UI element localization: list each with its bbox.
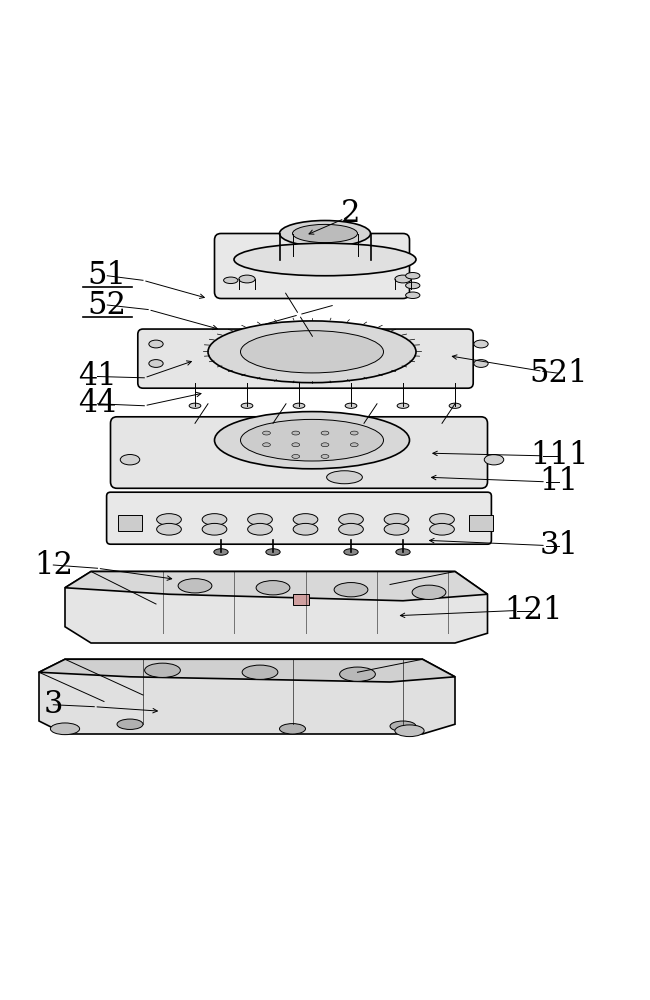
FancyBboxPatch shape <box>138 329 473 388</box>
Text: 51: 51 <box>88 260 127 291</box>
Ellipse shape <box>292 443 300 447</box>
Ellipse shape <box>214 549 228 555</box>
Ellipse shape <box>449 403 461 408</box>
Ellipse shape <box>224 277 238 284</box>
FancyArrowPatch shape <box>266 315 296 324</box>
FancyBboxPatch shape <box>107 492 491 544</box>
Ellipse shape <box>242 665 278 679</box>
Ellipse shape <box>280 724 306 734</box>
Ellipse shape <box>214 412 410 469</box>
Ellipse shape <box>202 523 227 535</box>
Polygon shape <box>39 659 455 734</box>
Ellipse shape <box>263 443 270 447</box>
Ellipse shape <box>321 454 329 458</box>
Ellipse shape <box>474 360 488 367</box>
Text: 41: 41 <box>78 361 117 392</box>
FancyArrowPatch shape <box>302 306 332 314</box>
Ellipse shape <box>474 340 488 348</box>
Ellipse shape <box>406 282 420 289</box>
Ellipse shape <box>484 454 504 465</box>
Ellipse shape <box>234 243 416 276</box>
Ellipse shape <box>51 723 79 735</box>
FancyBboxPatch shape <box>111 417 488 488</box>
Polygon shape <box>65 571 488 601</box>
Ellipse shape <box>326 471 363 484</box>
Ellipse shape <box>266 549 280 555</box>
Text: 31: 31 <box>540 530 578 561</box>
Ellipse shape <box>144 663 181 677</box>
Ellipse shape <box>157 514 181 525</box>
Ellipse shape <box>256 581 290 595</box>
FancyBboxPatch shape <box>469 515 493 531</box>
Text: 12: 12 <box>34 549 73 580</box>
Ellipse shape <box>293 523 318 535</box>
Ellipse shape <box>339 523 363 535</box>
Ellipse shape <box>321 431 329 435</box>
FancyBboxPatch shape <box>214 233 410 298</box>
Ellipse shape <box>263 431 270 435</box>
Ellipse shape <box>321 443 329 447</box>
Polygon shape <box>65 571 488 643</box>
Ellipse shape <box>157 523 181 535</box>
Ellipse shape <box>292 224 358 243</box>
Ellipse shape <box>390 721 416 731</box>
Ellipse shape <box>240 419 384 461</box>
Ellipse shape <box>345 403 357 408</box>
FancyBboxPatch shape <box>118 515 142 531</box>
Ellipse shape <box>344 549 358 555</box>
Ellipse shape <box>384 514 409 525</box>
Ellipse shape <box>239 275 255 283</box>
Ellipse shape <box>293 403 305 408</box>
Ellipse shape <box>406 272 420 279</box>
Ellipse shape <box>248 523 272 535</box>
FancyArrowPatch shape <box>300 317 313 336</box>
Ellipse shape <box>280 221 370 246</box>
FancyBboxPatch shape <box>292 594 309 605</box>
Text: 521: 521 <box>530 358 588 389</box>
Ellipse shape <box>189 403 201 408</box>
Text: 111: 111 <box>530 440 588 471</box>
Ellipse shape <box>241 403 253 408</box>
Text: 44: 44 <box>78 388 117 419</box>
Ellipse shape <box>350 431 358 435</box>
Text: 3: 3 <box>44 689 63 720</box>
Ellipse shape <box>395 725 424 737</box>
Ellipse shape <box>339 514 363 525</box>
Ellipse shape <box>178 579 212 593</box>
Ellipse shape <box>412 585 446 599</box>
Ellipse shape <box>397 403 409 408</box>
Ellipse shape <box>202 514 227 525</box>
Text: 2: 2 <box>341 198 361 230</box>
Ellipse shape <box>208 321 416 383</box>
FancyArrowPatch shape <box>285 293 298 312</box>
Ellipse shape <box>430 514 454 525</box>
Ellipse shape <box>240 331 384 373</box>
Text: 11: 11 <box>540 466 578 497</box>
Ellipse shape <box>430 523 454 535</box>
Ellipse shape <box>149 360 163 367</box>
Ellipse shape <box>406 292 420 298</box>
Ellipse shape <box>396 549 410 555</box>
Ellipse shape <box>293 514 318 525</box>
Ellipse shape <box>120 454 140 465</box>
Polygon shape <box>39 659 455 682</box>
Ellipse shape <box>248 514 272 525</box>
Ellipse shape <box>292 431 300 435</box>
Text: 121: 121 <box>504 595 562 626</box>
Ellipse shape <box>292 454 300 458</box>
Ellipse shape <box>395 275 411 283</box>
Text: 52: 52 <box>88 290 127 320</box>
Ellipse shape <box>334 583 368 597</box>
Ellipse shape <box>340 667 376 681</box>
Ellipse shape <box>384 523 409 535</box>
Ellipse shape <box>117 719 143 729</box>
Ellipse shape <box>149 340 163 348</box>
Ellipse shape <box>350 443 358 447</box>
